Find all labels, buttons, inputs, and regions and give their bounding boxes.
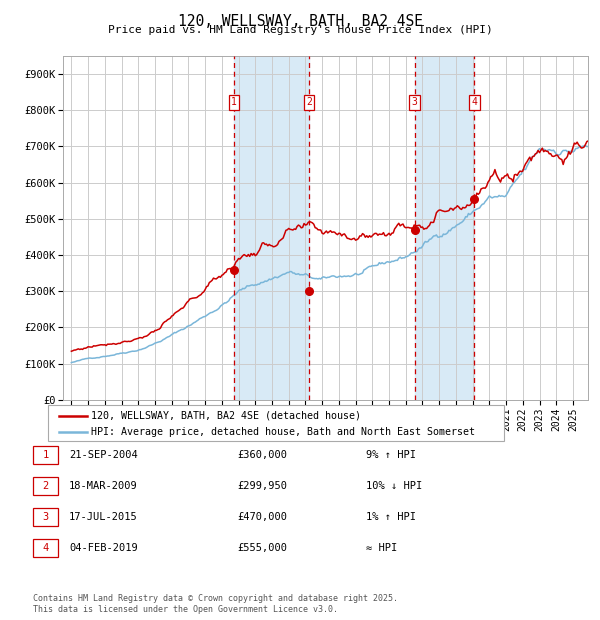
Text: 9% ↑ HPI: 9% ↑ HPI bbox=[366, 450, 416, 460]
Text: 17-JUL-2015: 17-JUL-2015 bbox=[69, 512, 138, 522]
Text: Contains HM Land Registry data © Crown copyright and database right 2025.: Contains HM Land Registry data © Crown c… bbox=[33, 593, 398, 603]
Bar bbox=[234, 56, 309, 400]
Text: 4: 4 bbox=[43, 543, 49, 553]
Text: 10% ↓ HPI: 10% ↓ HPI bbox=[366, 481, 422, 491]
Text: £555,000: £555,000 bbox=[237, 543, 287, 553]
Text: 120, WELLSWAY, BATH, BA2 4SE: 120, WELLSWAY, BATH, BA2 4SE bbox=[178, 14, 422, 29]
Text: 04-FEB-2019: 04-FEB-2019 bbox=[69, 543, 138, 553]
Bar bbox=[415, 56, 474, 400]
Text: 2: 2 bbox=[43, 481, 49, 491]
Text: 1: 1 bbox=[231, 97, 237, 107]
Text: 2: 2 bbox=[306, 97, 312, 107]
Text: £360,000: £360,000 bbox=[237, 450, 287, 460]
Text: HPI: Average price, detached house, Bath and North East Somerset: HPI: Average price, detached house, Bath… bbox=[91, 427, 475, 438]
Text: £299,950: £299,950 bbox=[237, 481, 287, 491]
Text: 3: 3 bbox=[43, 512, 49, 522]
Text: This data is licensed under the Open Government Licence v3.0.: This data is licensed under the Open Gov… bbox=[33, 604, 338, 614]
Text: £470,000: £470,000 bbox=[237, 512, 287, 522]
Text: 1% ↑ HPI: 1% ↑ HPI bbox=[366, 512, 416, 522]
Text: 21-SEP-2004: 21-SEP-2004 bbox=[69, 450, 138, 460]
Text: ≈ HPI: ≈ HPI bbox=[366, 543, 397, 553]
Text: 1: 1 bbox=[43, 450, 49, 460]
Text: 4: 4 bbox=[471, 97, 477, 107]
Text: 120, WELLSWAY, BATH, BA2 4SE (detached house): 120, WELLSWAY, BATH, BA2 4SE (detached h… bbox=[91, 410, 361, 420]
Text: 18-MAR-2009: 18-MAR-2009 bbox=[69, 481, 138, 491]
Text: 3: 3 bbox=[412, 97, 418, 107]
Text: Price paid vs. HM Land Registry's House Price Index (HPI): Price paid vs. HM Land Registry's House … bbox=[107, 25, 493, 35]
